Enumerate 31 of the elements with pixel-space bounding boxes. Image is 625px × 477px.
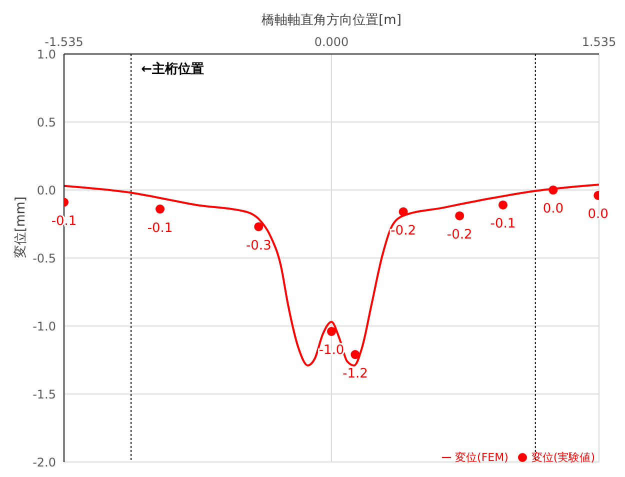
y-axis-title: 変位[mm] [12, 196, 29, 258]
y-tick-label: 0.5 [36, 115, 56, 130]
point [254, 222, 264, 232]
point [498, 200, 508, 210]
data-label: -0.2 [446, 228, 472, 243]
data-label: 0.0 [588, 207, 608, 222]
data-label: -0.2 [390, 224, 416, 239]
data-label: -1.2 [342, 366, 368, 382]
point [548, 185, 558, 195]
x-tick-label: 1.535 [582, 35, 616, 49]
data-label: 0.0 [542, 202, 564, 217]
x-axis-title: 橋軸軸直角方向位置[m] [262, 12, 402, 28]
y-tick-label: -2.0 [32, 455, 56, 470]
data-label: -0.1 [490, 216, 516, 232]
data-label: -0.3 [246, 238, 272, 254]
y-tick-label: 0.0 [36, 183, 56, 198]
point [156, 204, 165, 214]
legend-label: 変位(実験値) [531, 451, 595, 464]
point [455, 211, 464, 220]
legend-label: 変位(FEM) [455, 451, 508, 464]
point [398, 207, 408, 216]
x-tick-label: -1.535 [44, 35, 84, 49]
data-label: -0.1 [147, 220, 173, 236]
ref-line-label: ←主桁位置 [141, 61, 204, 78]
y-tick-label: 1.0 [36, 47, 56, 62]
x-tick-label: 0.000 [314, 35, 349, 49]
y-tick-label: -0.5 [32, 251, 56, 266]
y-tick-label: -1.5 [32, 387, 56, 402]
point [326, 326, 336, 336]
y-tick-label: -1.0 [32, 319, 56, 334]
point [350, 350, 360, 360]
